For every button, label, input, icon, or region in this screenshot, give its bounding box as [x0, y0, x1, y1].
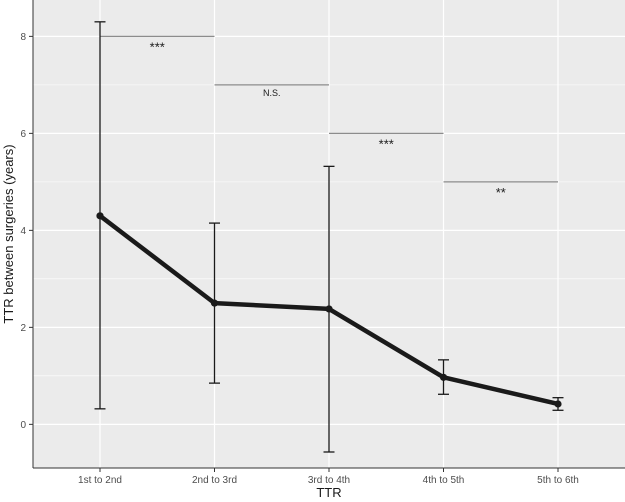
y-tick-label: 6	[20, 129, 26, 140]
x-tick-label: 3rd to 4th	[308, 475, 350, 486]
data-point	[439, 373, 448, 381]
data-point	[554, 400, 562, 408]
x-tick-label: 5th to 6th	[537, 475, 579, 486]
data-point	[210, 299, 219, 307]
y-axis: 0 2 4 6 8	[20, 0, 34, 468]
y-tick-label: 2	[20, 323, 26, 334]
significance-brackets: ***N.S.*****	[100, 35, 558, 200]
x-tick-label: 4th to 5th	[423, 475, 465, 486]
x-tick-label: 2nd to 3rd	[192, 475, 237, 486]
data-point	[325, 305, 333, 313]
series-line	[96, 212, 562, 408]
x-axis: 1st to 2nd 2nd to 3rd 3rd to 4th 4th to 5th…	[33, 467, 625, 486]
data-point	[96, 212, 104, 220]
y-tick-label: 0	[20, 420, 26, 431]
x-tick-label: 1st to 2nd	[78, 475, 122, 486]
y-axis-title: TTR between surgeries (years)	[1, 144, 16, 323]
y-tick-label: 4	[20, 226, 26, 237]
significance-label: ***	[379, 136, 394, 151]
y-tick-label: 8	[20, 32, 26, 43]
x-axis-title: TTR	[316, 485, 341, 500]
significance-label: N.S.	[263, 88, 281, 98]
significance-label: ***	[150, 39, 165, 54]
significance-label: **	[496, 185, 506, 200]
